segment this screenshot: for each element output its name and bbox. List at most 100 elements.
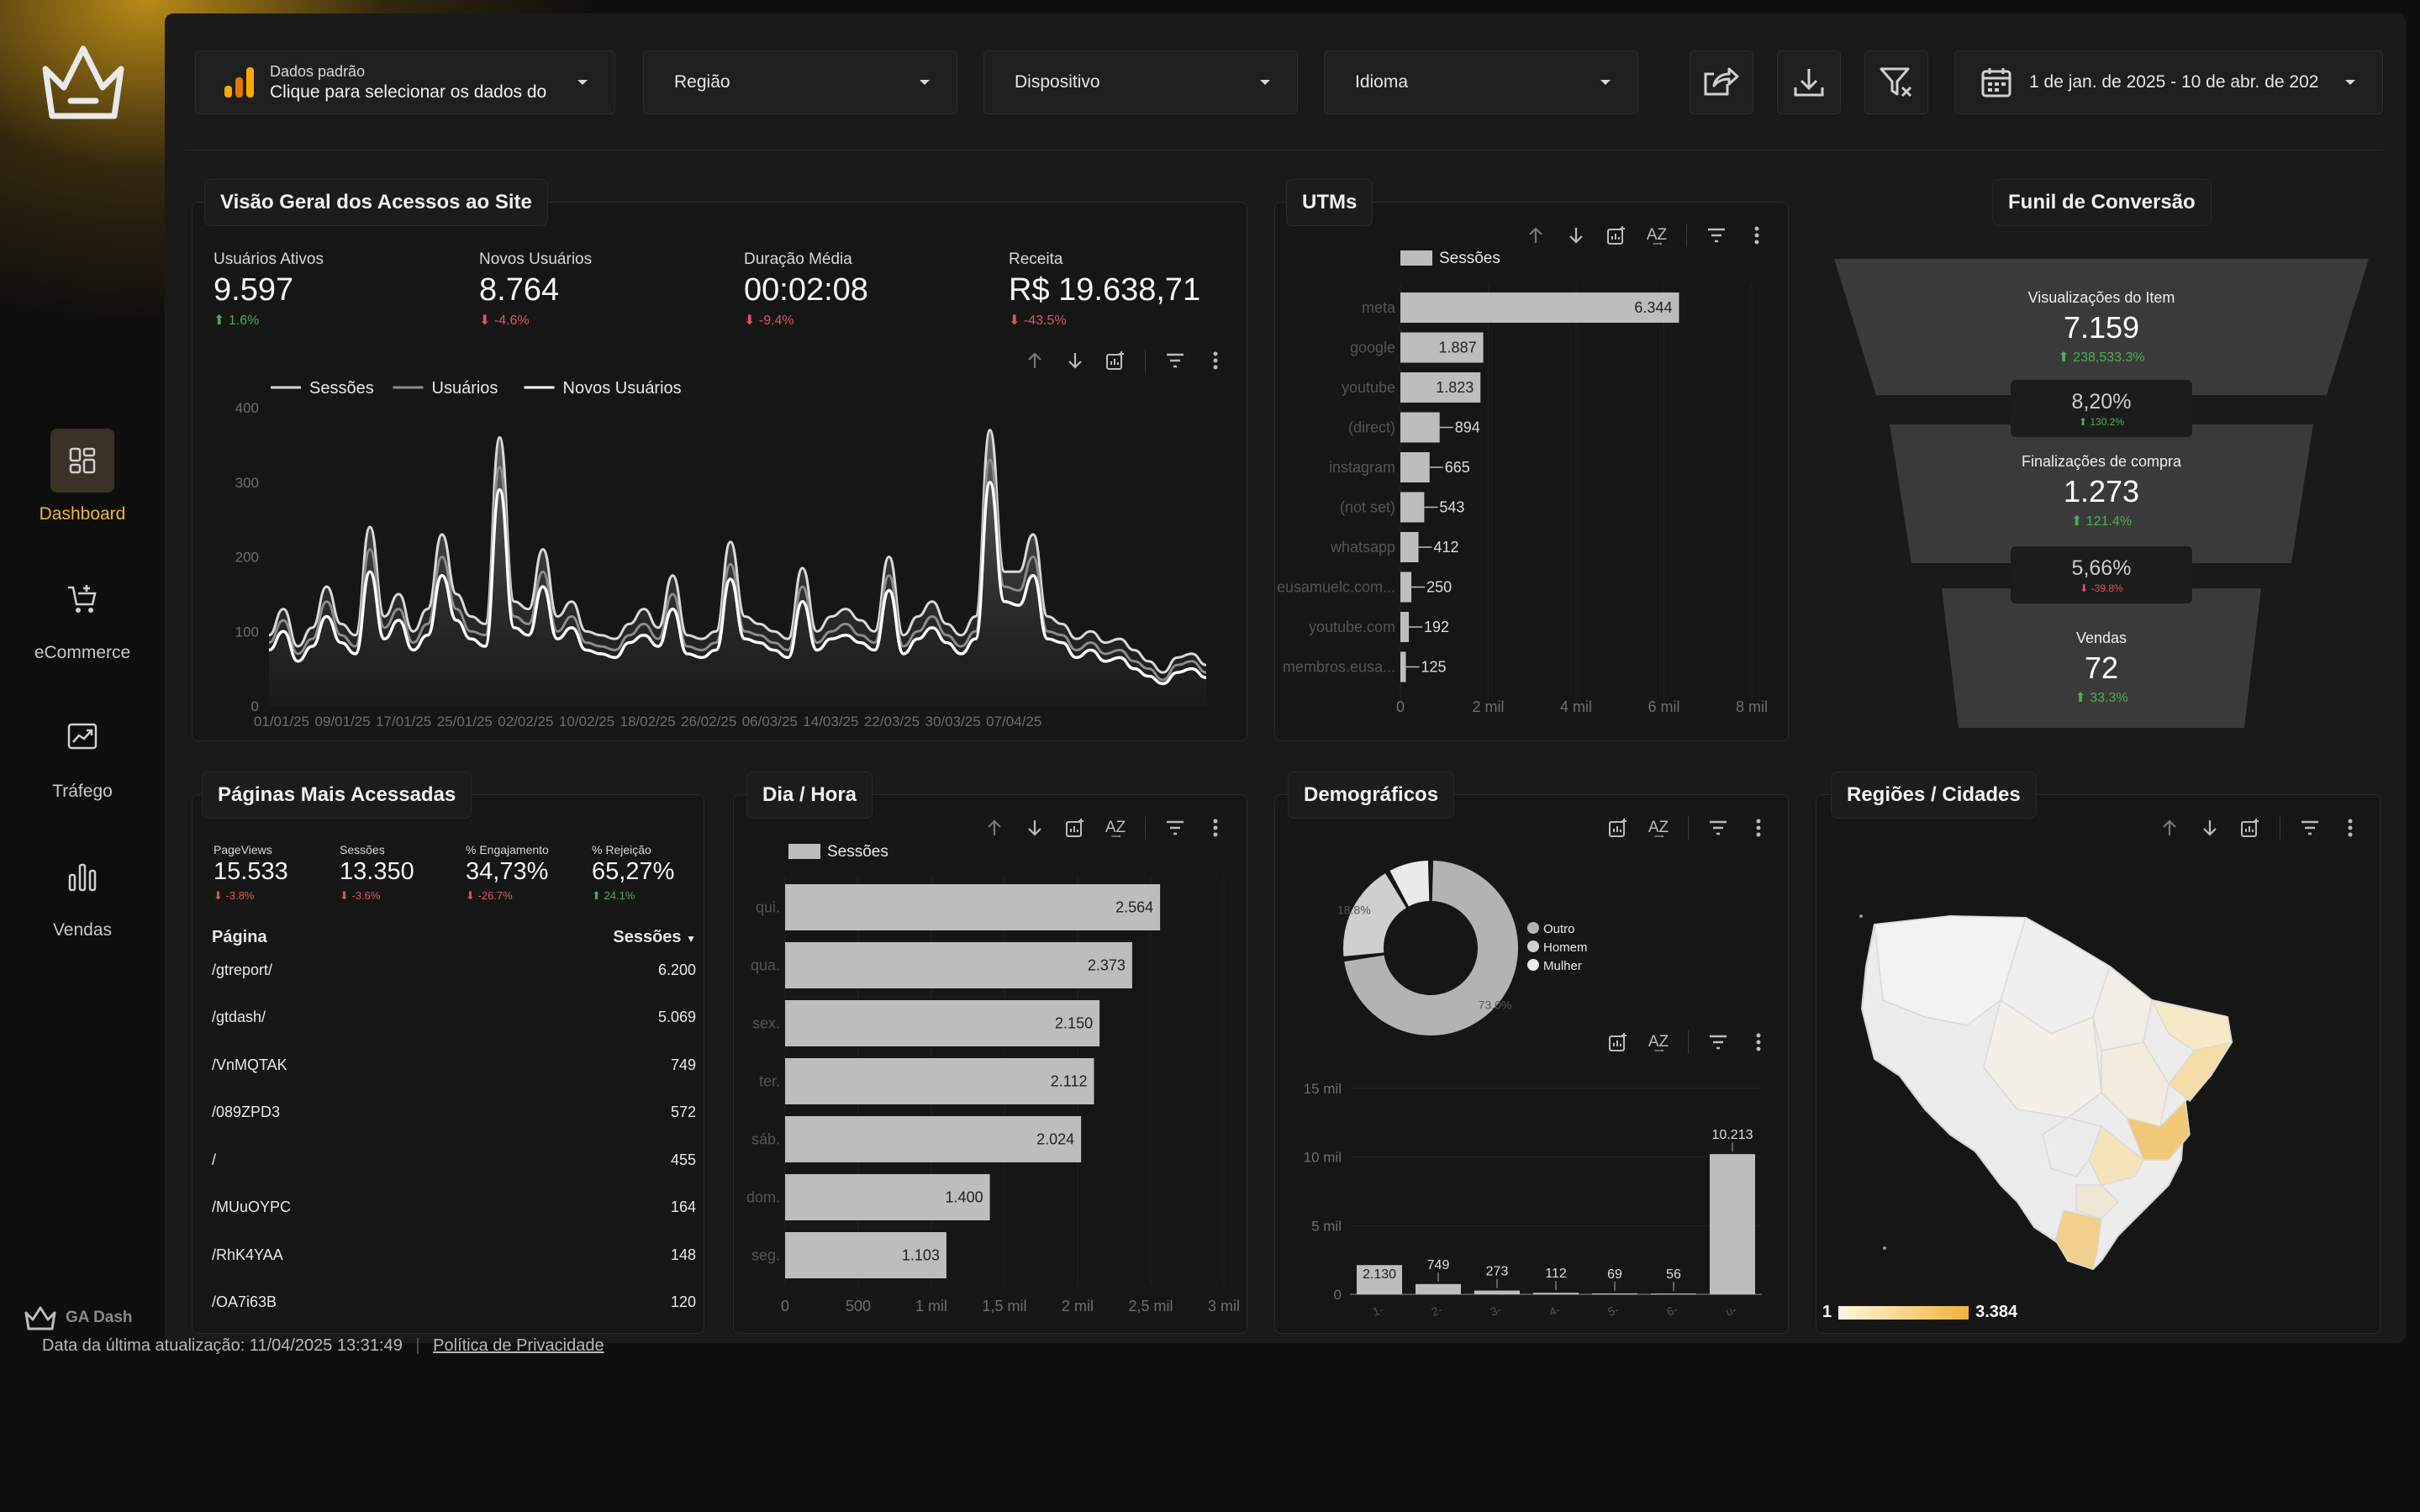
filter-icon[interactable] xyxy=(1164,817,1186,839)
filter-icon[interactable] xyxy=(1707,1031,1729,1053)
data-label: 894 xyxy=(1455,419,1480,436)
table-row[interactable]: /gtreport/6.200 xyxy=(212,961,696,979)
category-label: meta xyxy=(1362,299,1396,316)
chevron-down-icon xyxy=(1600,80,1611,85)
share-button[interactable] xyxy=(1690,50,1753,114)
data-label: 412 xyxy=(1434,539,1459,556)
last-updated: Data da última atualização: 11/04/2025 1… xyxy=(42,1336,403,1355)
sidebar-item-trafego[interactable]: Tráfego xyxy=(0,706,165,802)
table-row[interactable]: /RhK4YAA 148 xyxy=(212,1246,696,1264)
reset-filter-button[interactable] xyxy=(1864,50,1928,114)
x-tick-label: 1 mil xyxy=(915,1298,947,1314)
sidebar-item-ecommerce[interactable]: eCommerce xyxy=(0,567,165,663)
dashboard-icon xyxy=(50,429,114,493)
sort-ascending-icon[interactable] xyxy=(1024,350,1046,371)
table-row[interactable]: /VnMQTAK 749 xyxy=(212,1056,696,1074)
utms-bar-chart: 0 2 mil 4 mil 6 mil 8 mil Sessões meta 6.344 goo… xyxy=(1277,250,1768,714)
sort-descending-icon[interactable] xyxy=(1064,350,1086,371)
legend-label: Mulher xyxy=(1543,959,1582,973)
funnel-rate-value: 8,20% xyxy=(2071,390,2132,414)
sidebar-item-vendas[interactable]: Vendas xyxy=(0,845,165,940)
x-tick-label: 30/03/25 xyxy=(925,714,981,730)
sort-descending-icon[interactable] xyxy=(1024,817,1046,839)
sidebar-item-dashboard[interactable]: Dashboard xyxy=(0,429,165,524)
kpi-label: Usuários Ativos xyxy=(214,250,324,268)
category-label: qui. xyxy=(756,899,780,916)
sort-descending-icon[interactable] xyxy=(2199,817,2221,839)
legend-label: Homem xyxy=(1543,940,1588,955)
y-tick-label: 400 xyxy=(235,400,259,416)
download-button[interactable] xyxy=(1777,50,1841,114)
kpi-value: 8.764 xyxy=(479,272,560,308)
column-header-sessions[interactable]: Sessões ▼ xyxy=(613,928,696,947)
kpi-value: 65,27% xyxy=(592,858,675,885)
device-filter[interactable]: Dispositivo xyxy=(983,50,1298,114)
data-label: 1.400 xyxy=(946,1189,983,1206)
filter-icon[interactable] xyxy=(2299,817,2321,839)
data-label: 2.112 xyxy=(1051,1073,1088,1090)
legend-label: Sessões xyxy=(827,843,888,861)
drill-down-icon[interactable] xyxy=(1607,817,1629,839)
funnel-stage-label: Finalizações de compra xyxy=(2021,453,2182,470)
sort-az-icon[interactable]: A͢Z xyxy=(1648,819,1669,836)
more-options-icon[interactable] xyxy=(1205,350,1226,371)
drill-down-icon[interactable] xyxy=(1607,1031,1629,1053)
more-options-icon[interactable] xyxy=(1205,817,1226,839)
age-bar-chart: 0 5 mil 10 mil 15 mil 2.130 1- 749 2- 273 3- 112 4-… xyxy=(1304,1081,1762,1319)
y-tick-label: 100 xyxy=(235,624,259,640)
filter-icon[interactable] xyxy=(1707,817,1729,839)
table-row[interactable]: /gtdash/5.069 xyxy=(212,1009,696,1026)
date-range-picker[interactable]: 1 de jan. de 2025 - 10 de abr. de 202 xyxy=(1954,50,2383,114)
sort-ascending-icon[interactable] xyxy=(1525,224,1547,246)
kpi-value: 9.597 xyxy=(214,272,294,308)
table-row[interactable]: / 455 xyxy=(212,1151,696,1169)
sort-az-icon[interactable]: A͢Z xyxy=(1646,226,1668,244)
page-path: /RhK4YAA xyxy=(212,1246,283,1263)
table-row[interactable]: /MUuOYPC 164 xyxy=(212,1199,696,1216)
pages-title: Páginas Mais Acessadas xyxy=(202,772,472,819)
legend-label: Novos Usuários xyxy=(563,379,682,398)
legend-swatch xyxy=(1400,250,1432,266)
drill-down-icon[interactable] xyxy=(2239,817,2261,839)
kpi-delta: -3.6% xyxy=(351,889,381,902)
x-tick-label: 02/02/25 xyxy=(498,714,553,730)
legend-dot xyxy=(1527,940,1539,952)
filter-icon[interactable] xyxy=(1164,350,1186,371)
sort-ascending-icon[interactable] xyxy=(983,817,1005,839)
x-tick-label: 07/04/25 xyxy=(986,714,1041,730)
drill-down-icon[interactable] xyxy=(1605,224,1627,246)
sort-ascending-icon[interactable] xyxy=(2159,817,2180,839)
more-options-icon[interactable] xyxy=(1746,224,1768,246)
sort-az-icon[interactable]: A͢Z xyxy=(1648,1033,1669,1051)
region-filter[interactable]: Região xyxy=(643,50,957,114)
funnel-stage-value: 7.159 xyxy=(2063,310,2140,345)
data-source-selector[interactable]: Dados padrão Clique para selecionar os d… xyxy=(195,50,615,114)
drill-down-icon[interactable] xyxy=(1064,817,1086,839)
x-tick-label: 09/01/25 xyxy=(315,714,371,730)
privacy-policy-link[interactable]: Política de Privacidade xyxy=(433,1336,604,1355)
kpi-delta: 1.6% xyxy=(228,313,260,328)
sort-az-icon[interactable]: A͢Z xyxy=(1105,819,1126,836)
column-header-page[interactable]: Página xyxy=(212,928,267,946)
x-tick-label: 2 mil xyxy=(1472,698,1504,714)
more-options-icon[interactable] xyxy=(1748,1031,1769,1053)
data-label: 2.150 xyxy=(1055,1015,1093,1032)
crown-logo-icon[interactable] xyxy=(37,35,129,128)
bar xyxy=(1592,1293,1637,1294)
table-row[interactable]: /089ZPD3 572 xyxy=(212,1104,696,1121)
bar xyxy=(1400,532,1419,562)
drill-down-icon[interactable] xyxy=(1105,350,1126,371)
filter-icon[interactable] xyxy=(1706,224,1727,246)
language-filter[interactable]: Idioma xyxy=(1324,50,1638,114)
category-label: u- xyxy=(1724,1303,1738,1319)
data-label: 2.373 xyxy=(1088,957,1126,974)
more-options-icon[interactable] xyxy=(2339,817,2361,839)
sort-descending-icon[interactable] xyxy=(1565,224,1587,246)
table-row[interactable]: /OA7i63B 120 xyxy=(212,1293,696,1311)
funnel-stage-value: 72 xyxy=(2084,651,2119,685)
category-label: 5- xyxy=(1606,1303,1621,1319)
brazil-choropleth-map[interactable] xyxy=(1849,908,2253,1278)
more-options-icon[interactable] xyxy=(1748,817,1769,839)
share-icon xyxy=(1704,67,1739,96)
brand-name: GA Dash xyxy=(66,1309,133,1326)
